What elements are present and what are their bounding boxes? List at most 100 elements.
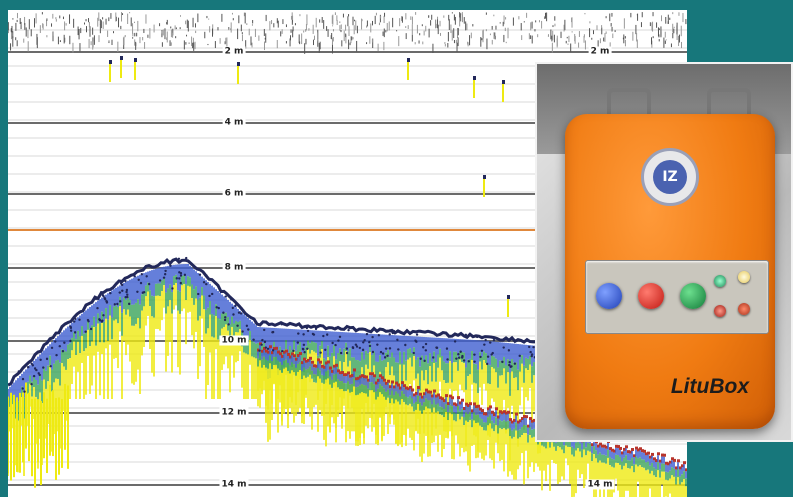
echo-red	[685, 468, 687, 472]
echo-red	[529, 417, 532, 421]
echo-red	[469, 402, 472, 406]
echo-red	[449, 394, 452, 398]
echo-red	[651, 452, 654, 456]
echo-dot	[178, 261, 181, 264]
echo-dot	[368, 340, 371, 344]
echo-dot	[32, 374, 36, 378]
echo-dot	[459, 350, 462, 353]
echo-dot	[54, 340, 57, 343]
echo-red	[447, 402, 450, 406]
echo-dot	[396, 330, 399, 333]
echo-dot	[222, 311, 225, 314]
echo-dot	[473, 353, 476, 356]
echo-red	[481, 409, 484, 413]
echo-dot	[39, 358, 42, 361]
echo-red	[377, 378, 380, 382]
echo-dot	[262, 328, 266, 332]
depth-label-6m: 6 m	[222, 188, 246, 199]
echo-dot	[224, 295, 227, 298]
echo-dot	[326, 333, 329, 336]
echo-dot	[205, 282, 208, 286]
echo-dot	[96, 306, 99, 310]
echo-dot	[141, 291, 144, 294]
echo-red	[485, 412, 488, 416]
echo-dot	[245, 324, 249, 327]
echo-dot	[61, 350, 65, 353]
echo-dot	[319, 351, 322, 354]
echo-dot	[362, 341, 365, 344]
echo-dot	[368, 344, 372, 348]
echo-red	[429, 390, 432, 394]
red-led	[714, 305, 726, 317]
echo-red	[523, 414, 526, 418]
echo-red	[401, 381, 404, 385]
echo-dot	[510, 365, 513, 368]
echo-dot	[306, 347, 309, 351]
echo-dot	[148, 282, 151, 286]
echo-red	[517, 420, 520, 424]
echo-red	[313, 364, 316, 368]
echo-red	[679, 466, 682, 470]
echo-red	[501, 411, 504, 415]
echo-red	[365, 375, 368, 379]
echo-dot	[492, 339, 496, 342]
echo-red	[489, 405, 492, 409]
echo-red	[413, 393, 416, 397]
echo-red	[641, 449, 644, 453]
echo-red	[465, 402, 468, 406]
control-panel	[585, 260, 769, 334]
echo-red	[513, 418, 516, 422]
echo-dot	[202, 281, 206, 284]
echo-dot	[528, 345, 531, 349]
echo-dot	[35, 368, 38, 372]
echo-dot	[102, 294, 105, 298]
echo-red	[357, 376, 360, 380]
fish-echo-head	[502, 80, 505, 84]
echo-dot	[376, 343, 379, 346]
echo-dot	[479, 355, 482, 359]
echo-dot	[485, 362, 489, 366]
echo-dot	[423, 359, 426, 363]
echo-red	[409, 385, 412, 389]
echo-red	[507, 410, 510, 414]
echo-dot	[126, 295, 129, 299]
orange-case: IZ LituBox	[565, 114, 775, 429]
echo-dot	[453, 340, 457, 343]
echo-red	[307, 358, 310, 362]
echo-red	[681, 464, 684, 468]
echo-red	[655, 459, 658, 463]
echo-dot	[355, 345, 359, 348]
logo-seal-mark: IZ	[653, 160, 687, 194]
echo-red	[347, 371, 350, 375]
echo-dot	[483, 343, 486, 346]
echo-red	[411, 388, 414, 392]
echo-red	[473, 402, 476, 406]
blue-knob	[596, 283, 622, 309]
echo-dot	[345, 347, 349, 350]
echo-dot	[371, 335, 374, 339]
echo-red	[273, 347, 276, 351]
echo-red	[315, 364, 318, 368]
echo-dot	[457, 356, 461, 359]
echo-dot	[179, 274, 183, 277]
echo-red	[521, 417, 524, 421]
echo-red	[441, 397, 444, 401]
echo-red	[669, 460, 672, 464]
echo-dot	[56, 331, 60, 335]
echo-red	[509, 418, 512, 422]
echo-dot	[158, 279, 162, 282]
echo-dot	[116, 302, 119, 306]
echo-red	[331, 369, 334, 373]
echo-dot	[230, 298, 233, 301]
echo-dot	[272, 330, 275, 334]
echo-dot	[296, 341, 300, 344]
echo-red	[283, 350, 286, 354]
echo-dot	[21, 387, 24, 390]
echo-dot	[510, 337, 513, 340]
right-depth-label-2m: 2 m	[588, 46, 612, 57]
echo-red	[405, 386, 408, 390]
echo-dot	[224, 316, 227, 319]
echo-red	[431, 394, 434, 398]
echo-dot	[210, 292, 214, 296]
echo-dot	[396, 338, 399, 342]
